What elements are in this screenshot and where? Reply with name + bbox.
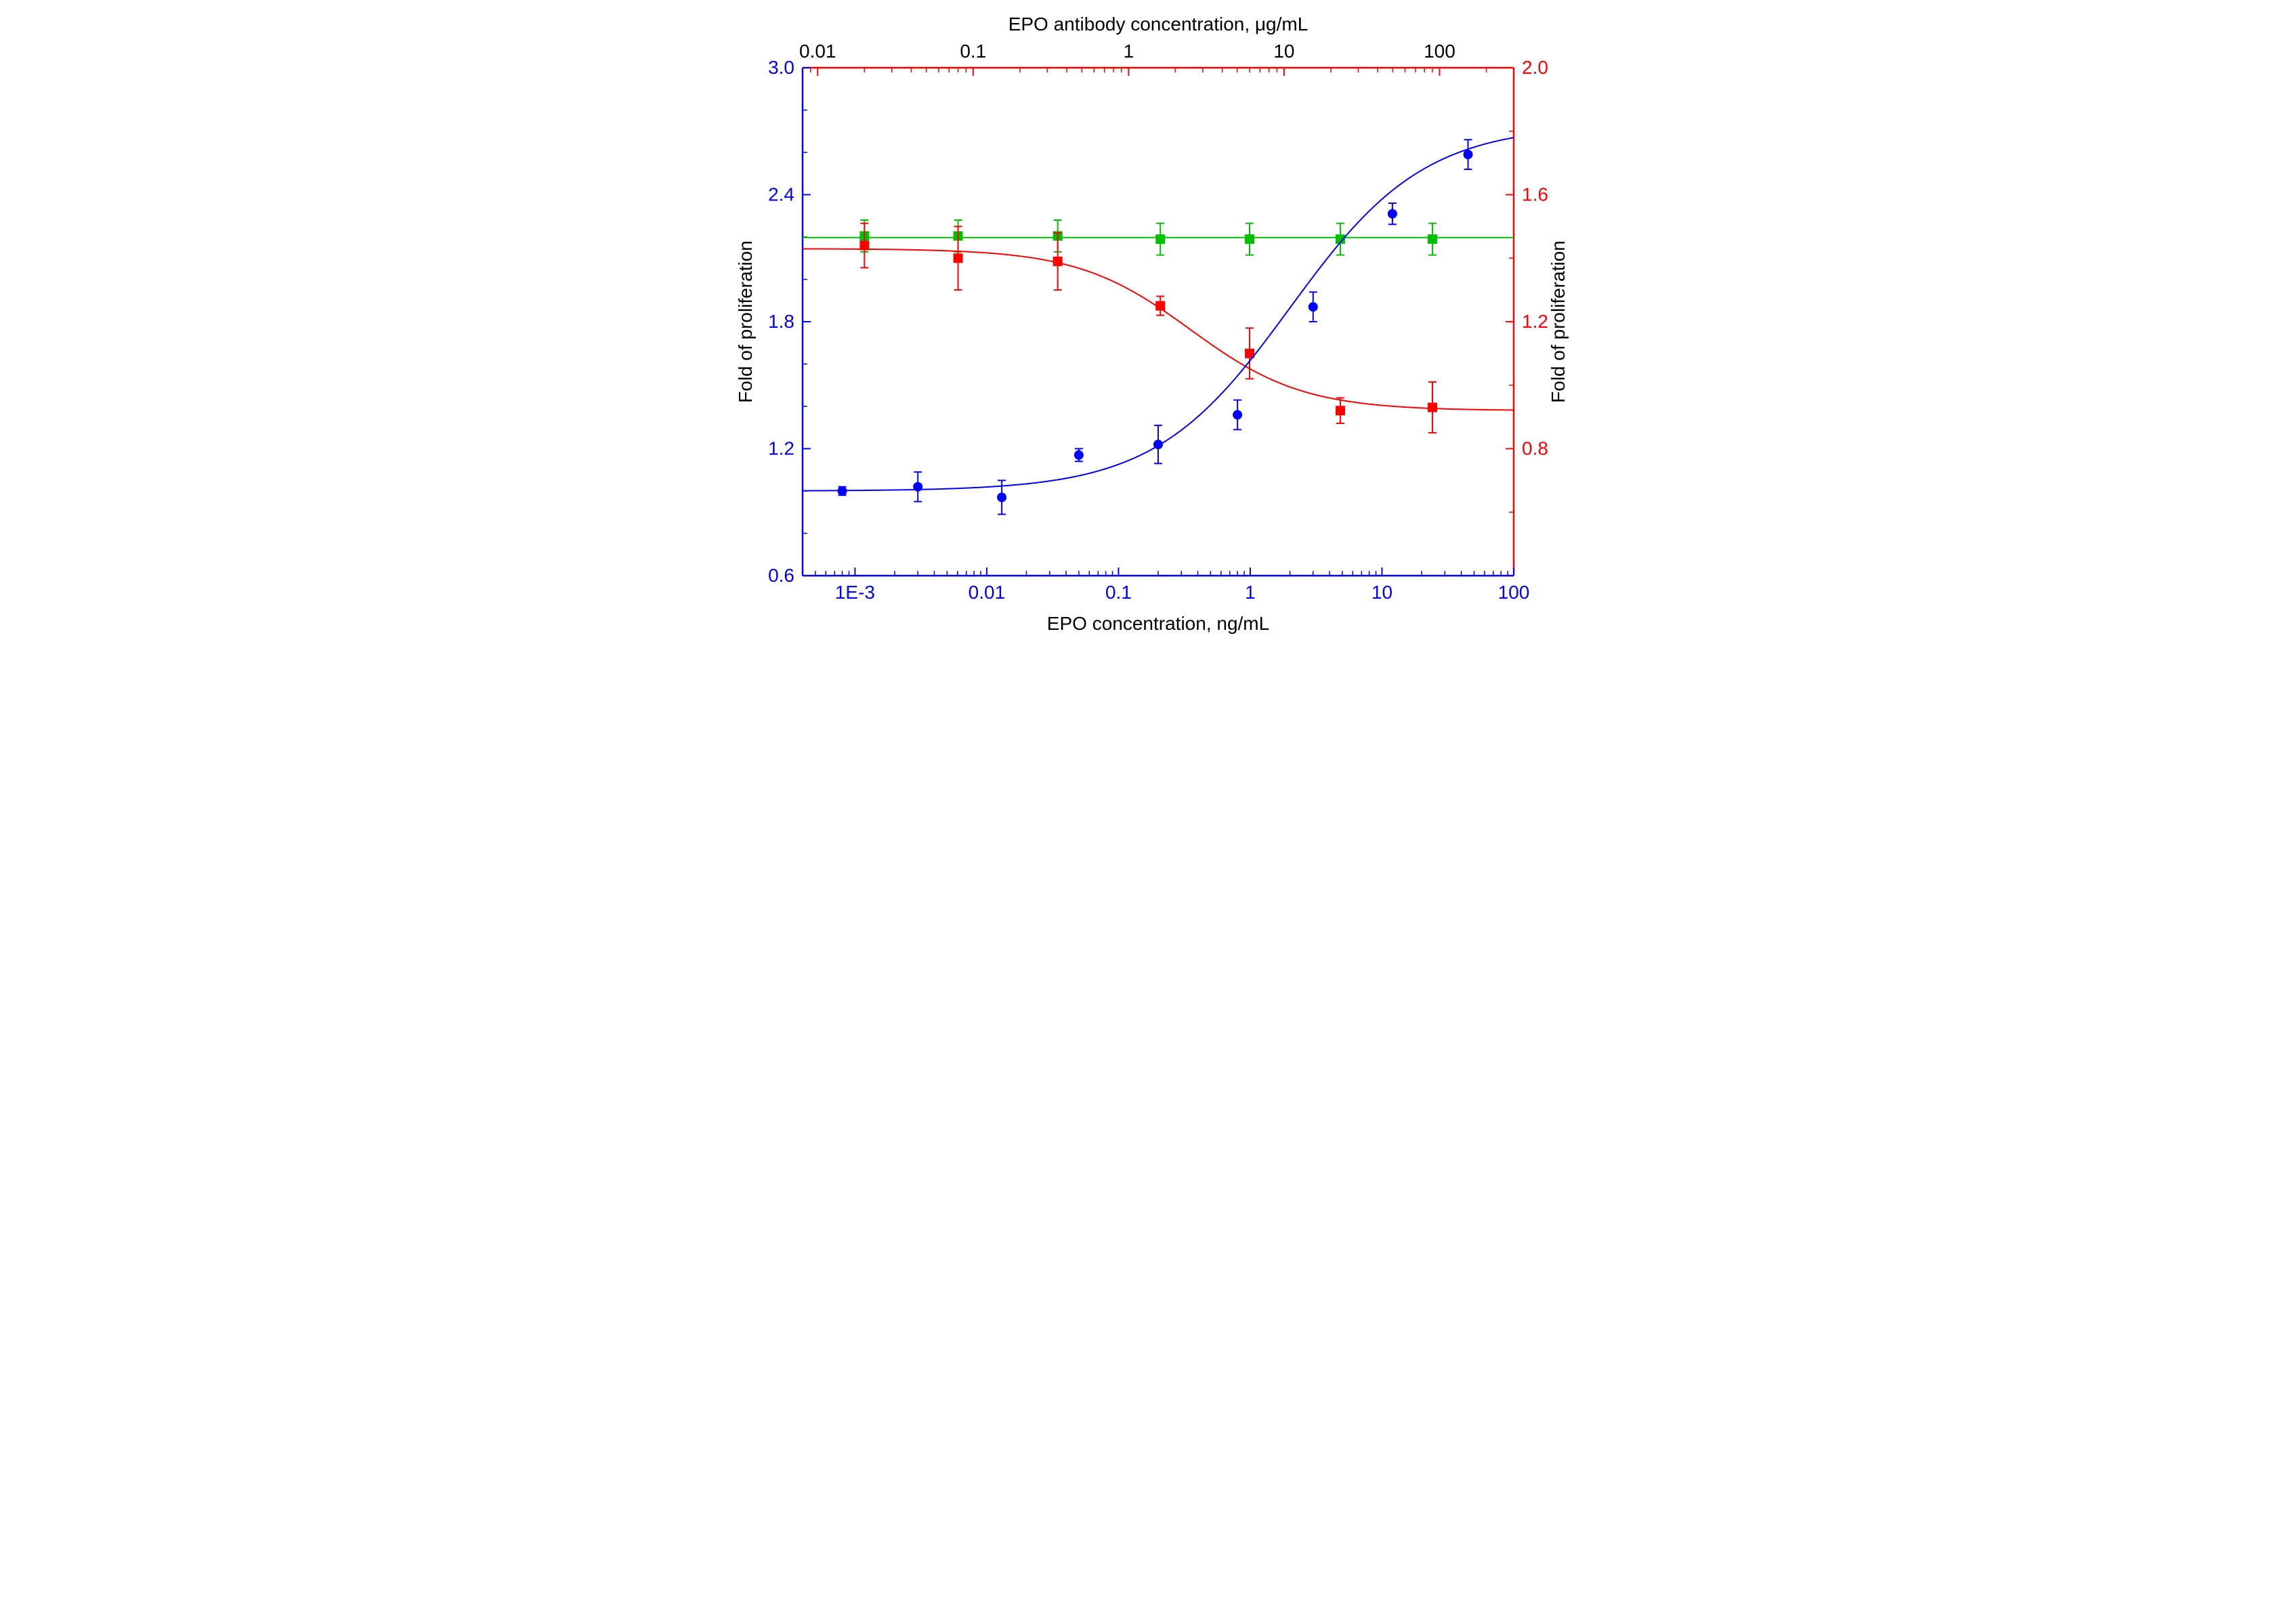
data-point bbox=[859, 241, 869, 251]
data-point bbox=[1309, 302, 1318, 312]
x-top-tick-label: 1 bbox=[1124, 41, 1134, 62]
data-point bbox=[1153, 440, 1163, 449]
data-point bbox=[954, 253, 963, 263]
y-right-tick-label: 1.2 bbox=[1522, 311, 1548, 332]
data-point bbox=[1428, 234, 1437, 244]
y-left-tick-label: 2.4 bbox=[768, 184, 794, 205]
fit-curve bbox=[803, 249, 1514, 410]
x-top-axis-label: EPO antibody concentration, μg/mL bbox=[1008, 14, 1309, 35]
data-point bbox=[1245, 234, 1254, 244]
data-point bbox=[913, 482, 922, 492]
data-point bbox=[1074, 450, 1084, 460]
y-right-tick-label: 1.6 bbox=[1522, 184, 1548, 205]
y-right-axis-label: Fold of proliferation bbox=[1548, 240, 1569, 403]
data-point bbox=[1336, 406, 1345, 415]
data-point bbox=[1053, 257, 1063, 266]
data-point bbox=[1428, 403, 1437, 412]
y-right-tick-label: 0.8 bbox=[1522, 438, 1548, 459]
data-point bbox=[1464, 150, 1473, 159]
y-left-tick-label: 3.0 bbox=[768, 57, 794, 78]
y-right-tick-label: 2.0 bbox=[1522, 57, 1548, 78]
x-bottom-tick-label: 0.01 bbox=[969, 582, 1006, 603]
x-top-tick-label: 0.1 bbox=[960, 41, 986, 62]
y-left-tick-label: 1.2 bbox=[768, 438, 794, 459]
x-bottom-tick-label: 0.1 bbox=[1105, 582, 1132, 603]
x-bottom-tick-label: 100 bbox=[1498, 582, 1530, 603]
data-point bbox=[1233, 410, 1242, 420]
proliferation-chart: 1E-3 0.01 0.1 1 10 100 0.01 0.1 1 10 100 0.6 1.2 1.8 2… bbox=[640, 0, 1656, 707]
data-point bbox=[1155, 234, 1165, 244]
data-point bbox=[1155, 301, 1165, 311]
y-left-axis-label: Fold of proliferation bbox=[735, 240, 756, 403]
x-bottom-axis-label: EPO concentration, ng/mL bbox=[1047, 613, 1269, 634]
data-point bbox=[997, 492, 1006, 502]
data-point bbox=[838, 486, 847, 496]
x-top-tick-label: 100 bbox=[1424, 41, 1455, 62]
x-top-tick-label: 0.01 bbox=[799, 41, 836, 62]
x-top-tick-label: 10 bbox=[1273, 41, 1294, 62]
x-bottom-tick-label: 1 bbox=[1245, 582, 1256, 603]
x-bottom-tick-label: 10 bbox=[1372, 582, 1393, 603]
data-point bbox=[1388, 209, 1397, 219]
y-left-tick-label: 0.6 bbox=[768, 565, 794, 586]
y-left-tick-label: 1.8 bbox=[768, 311, 794, 332]
x-bottom-tick-label: 1E-3 bbox=[835, 582, 875, 603]
